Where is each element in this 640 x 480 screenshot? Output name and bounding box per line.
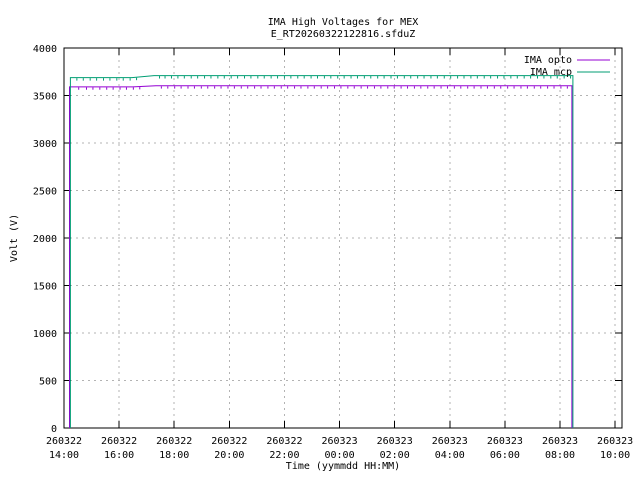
x-tick-label-date: 260322 (46, 436, 82, 447)
y-axis-label: Volt (V) (9, 214, 20, 262)
x-tick-label-time: 18:00 (159, 450, 189, 461)
legend-label-ima-opto: IMA opto (524, 55, 572, 66)
axes-borders-and-ticks (63, 47, 623, 429)
y-tick-label: 2000 (33, 234, 57, 245)
y-tick-label: 1500 (33, 282, 57, 293)
x-tick-label-time: 22:00 (269, 450, 299, 461)
grid-lines (63, 48, 622, 428)
x-tick-label-date: 260322 (101, 436, 137, 447)
x-tick-label-time: 10:00 (600, 450, 630, 461)
x-tick-label-time: 06:00 (490, 450, 520, 461)
x-tick-labels: 260322 14:00 260322 16:00 260322 18:00 260322 2… (46, 436, 633, 461)
x-tick-label-date: 260323 (377, 436, 413, 447)
x-tick-label-time: 02:00 (380, 450, 410, 461)
y-tick-label: 0 (51, 424, 57, 435)
y-tick-label: 3500 (33, 92, 57, 103)
x-tick-label-date: 260323 (432, 436, 468, 447)
x-tick-label-date: 260323 (321, 436, 357, 447)
x-tick-label-date: 260323 (487, 436, 523, 447)
y-tick-label: 4000 (33, 44, 57, 55)
x-tick-label-time: 20:00 (214, 450, 244, 461)
x-tick-label-date: 260323 (542, 436, 578, 447)
x-tick-label-time: 14:00 (49, 450, 79, 461)
y-tick-label: 3000 (33, 139, 57, 150)
x-tick-label-date: 260322 (156, 436, 192, 447)
x-tick-label-time: 00:00 (325, 450, 355, 461)
series-line-ima-opto (69, 85, 573, 428)
legend-label-ima-mcp: IMA mcp (530, 67, 572, 78)
y-tick-label: 2500 (33, 187, 57, 198)
x-tick-label-time: 04:00 (435, 450, 465, 461)
series-line-ima-mcp (69, 75, 574, 428)
x-tick-label-date: 260322 (211, 436, 247, 447)
x-tick-label-time: 08:00 (545, 450, 575, 461)
y-tick-labels: 0 500 1000 1500 2000 2500 3000 3500 4000 (33, 44, 57, 435)
y-tick-label: 1000 (33, 329, 57, 340)
x-axis-label: Time (yymmdd HH:MM) (286, 461, 400, 472)
data-series (69, 75, 574, 428)
x-tick-label-date: 260322 (266, 436, 302, 447)
x-tick-label-time: 16:00 (104, 450, 134, 461)
chart-title: IMA High Voltages for MEX (268, 17, 419, 28)
chart-subtitle: E_RT20260322122816.sfduZ (271, 29, 416, 40)
x-tick-label-date: 260323 (597, 436, 633, 447)
y-tick-label: 500 (39, 377, 57, 388)
